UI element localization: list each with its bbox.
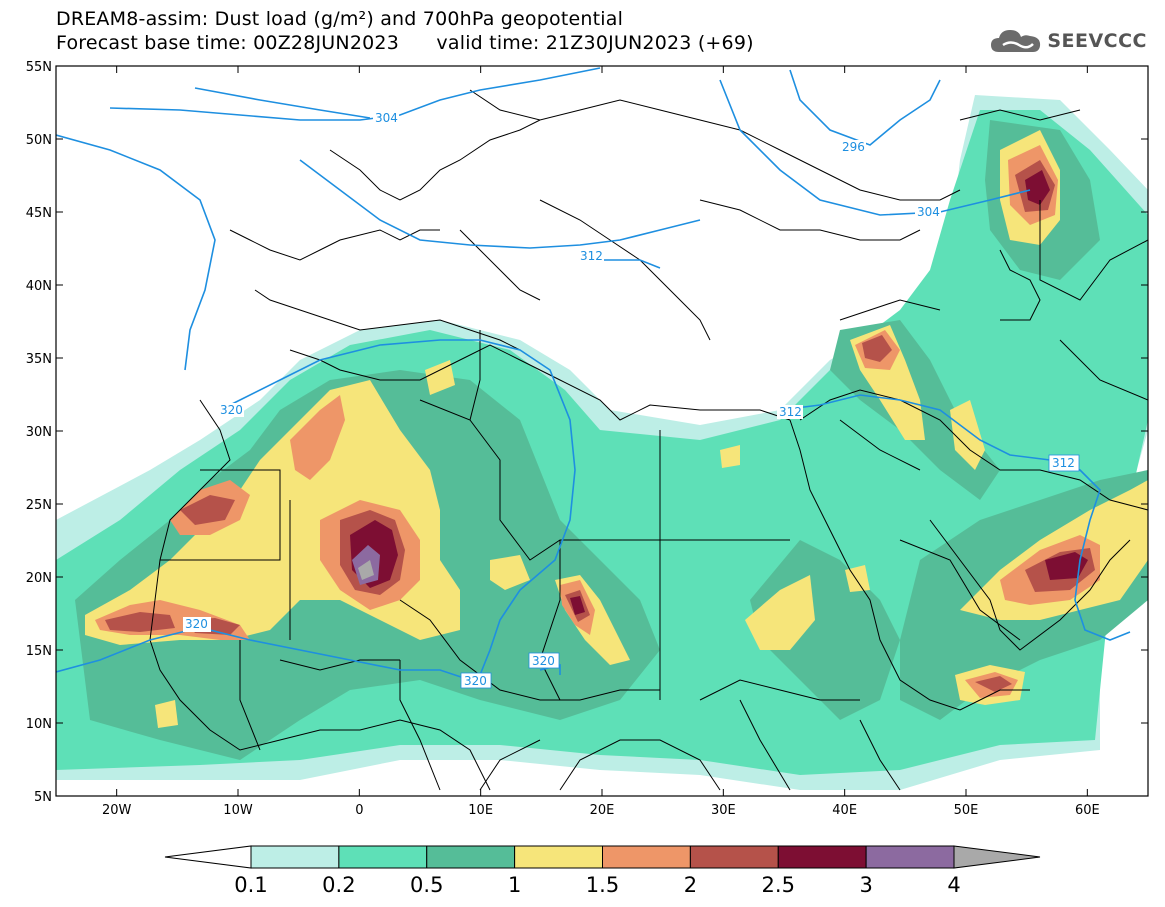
lon-tick-label: 0 [355,803,363,818]
colorbar-swatch [865,845,955,869]
logo-text: SEEVCCC [1047,30,1147,52]
lat-tick-label: 35N [26,352,52,367]
colorbar-level-label: 1.5 [586,873,619,897]
cloud-logo-icon [991,30,1041,52]
svg-text:312: 312 [779,405,802,419]
colorbar-level-label: 1 [508,873,521,897]
lat-tick-label: 30N [26,425,52,440]
colorbar-swatch [689,845,779,869]
colorbar-swatch [514,845,603,869]
logo: SEEVCCC [989,26,1147,56]
map-subtitle: Forecast base time: 00Z28JUN2023 valid t… [56,32,754,54]
lon-tick-label: 30E [711,803,736,818]
lon-axis: 20W 10W 0 10E 20E 30E 40E 50E 60E [102,66,1100,818]
lat-tick-label: 10N [26,717,52,732]
lat-tick-label: 20N [26,571,52,586]
colorbar-max-arrow [953,845,1041,869]
colorbar-swatch [338,845,428,869]
contour-labels: 304 296 304 312 312 312 320 320 320 320 [183,111,1080,689]
lat-axis: 55N 50N 45N 40N 35N 30N 25N 20N 15N 10N 5N [26,60,1148,805]
lat-tick-label: 50N [26,133,52,148]
lat-tick-label: 15N [26,644,52,659]
svg-text:312: 312 [1052,456,1075,470]
svg-text:312: 312 [580,249,603,263]
colorbar-swatch [250,845,340,869]
colorbar-level-label: 4 [947,873,960,897]
colorbar: 0.1 0.2 0.5 1 1.5 2 2.5 3 4 [164,845,1041,897]
colorbar-level-label: 2 [684,873,697,897]
svg-text:320: 320 [532,654,555,668]
lat-tick-label: 5N [34,790,52,805]
map-title: DREAM8-assim: Dust load (g/m²) and 700hP… [56,8,624,30]
lat-tick-label: 55N [26,60,52,75]
colorbar-level-label: 2.5 [762,873,795,897]
lat-tick-label: 40N [26,279,52,294]
lon-tick-label: 40E [832,803,857,818]
colorbar-level-label: 3 [859,873,872,897]
colorbar-swatch [777,845,867,869]
dust-field [56,95,1148,790]
svg-text:320: 320 [185,617,208,631]
lon-tick-label: 20E [590,803,615,818]
lon-tick-label: 20W [102,803,132,818]
svg-text:296: 296 [842,140,865,154]
lon-tick-label: 10W [223,803,253,818]
base-time: Forecast base time: 00Z28JUN2023 [56,32,399,54]
lon-tick-label: 50E [954,803,979,818]
lon-tick-label: 10E [468,803,493,818]
svg-text:304: 304 [375,111,398,125]
colorbar-level-label: 0.5 [410,873,443,897]
lon-tick-label: 60E [1075,803,1100,818]
colorbar-level-label: 0.1 [234,873,267,897]
colorbar-level-label: 0.2 [322,873,355,897]
coastlines [149,89,1148,791]
svg-text:320: 320 [464,674,487,688]
svg-text:304: 304 [917,205,940,219]
lat-tick-label: 25N [26,498,52,513]
colorbar-min-arrow [164,845,252,869]
lat-tick-label: 45N [26,206,52,221]
colorbar-swatch [426,845,516,869]
valid-time: valid time: 21Z30JUN2023 (+69) [436,32,754,54]
colorbar-swatch [602,845,691,869]
svg-text:320: 320 [220,403,243,417]
